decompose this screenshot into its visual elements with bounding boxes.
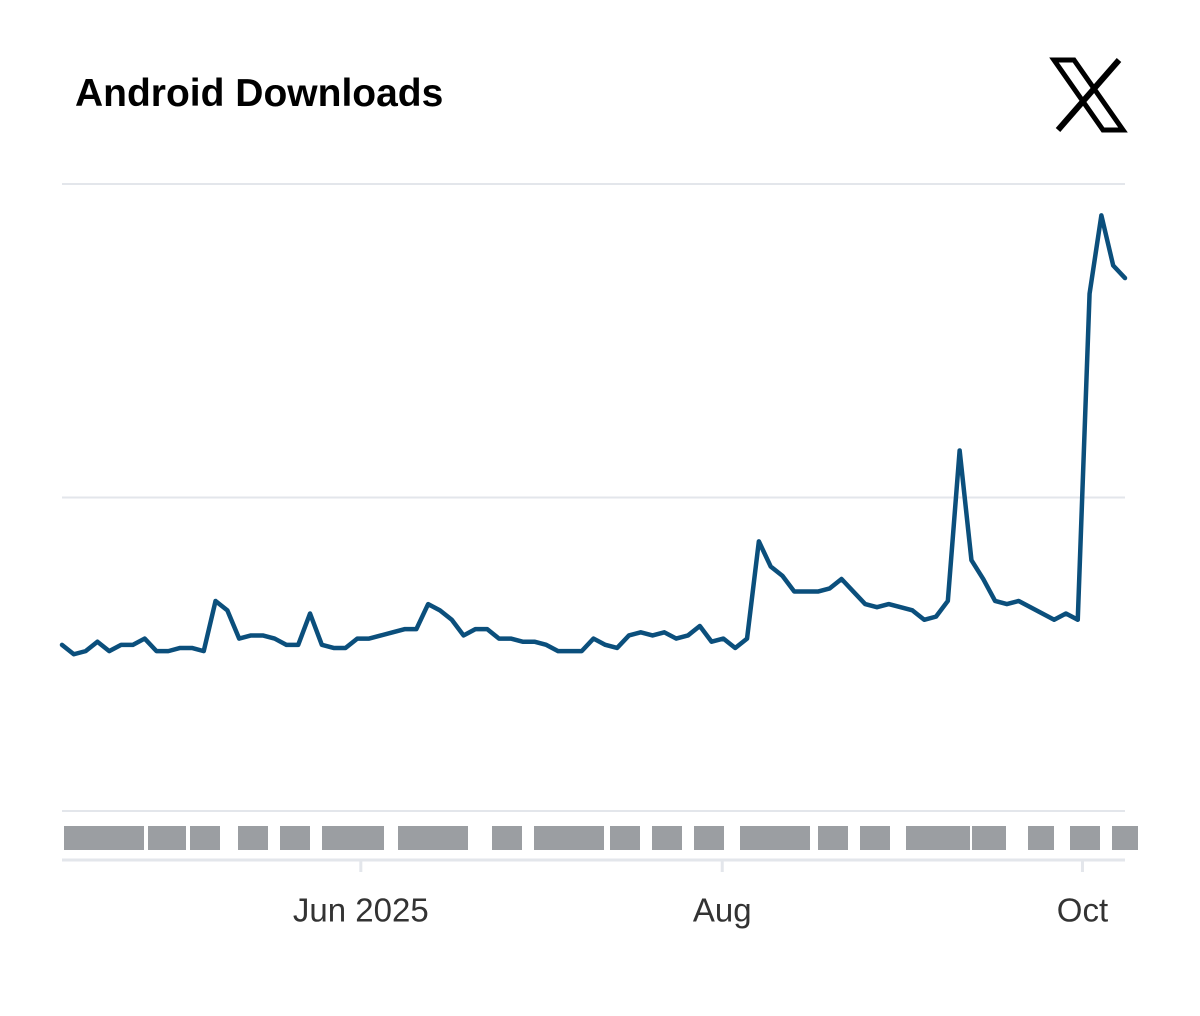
strip-block: [1070, 826, 1100, 850]
strip-block: [972, 826, 1006, 850]
strip-block: [238, 826, 268, 850]
strip-block: [1028, 826, 1054, 850]
strip-block: [610, 826, 640, 850]
line: [59, 213, 1128, 657]
strip-block: [190, 826, 220, 850]
strip-block: [818, 826, 848, 850]
strip-block: [694, 826, 724, 850]
x-tick-label: Jun 2025: [293, 892, 429, 929]
chart-title: Android Downloads: [75, 72, 443, 115]
x-tick-label: Aug: [693, 892, 752, 929]
strip-block: [534, 826, 604, 850]
strip-block: [322, 826, 384, 850]
strip-block: [148, 826, 186, 850]
x-tick-label: Oct: [1057, 892, 1108, 929]
strip-block: [64, 826, 144, 850]
strip-block: [906, 826, 970, 850]
strip-block: [280, 826, 310, 850]
x-logo: [1049, 57, 1128, 133]
strip-block: [398, 826, 468, 850]
strip-block: [860, 826, 890, 850]
strip-block: [492, 826, 522, 850]
strip-block: [652, 826, 682, 850]
strip-block: [1112, 826, 1138, 850]
timeline-strip: [64, 826, 1138, 850]
strip-block: [740, 826, 810, 850]
